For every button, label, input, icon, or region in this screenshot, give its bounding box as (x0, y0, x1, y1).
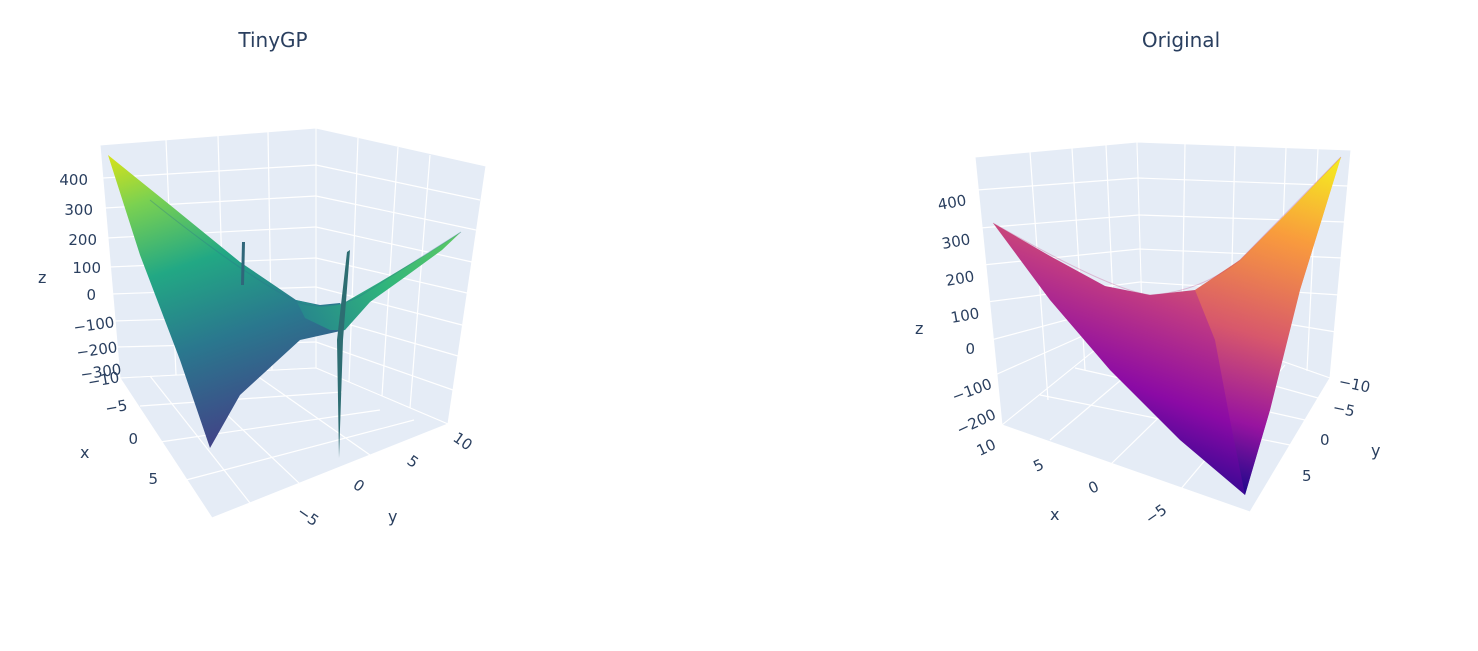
original-z-tick-0: 0 (965, 340, 975, 358)
tinygp-y-tick-10: 10 (450, 429, 476, 455)
original-surface-right (1195, 157, 1341, 495)
original-y-tick-m10: −10 (1337, 372, 1372, 396)
tinygp-z-ticks: 400 300 200 100 0 −100 −200 −300 (59, 171, 122, 384)
original-z-axis-title: z (915, 319, 923, 338)
tinygp-y-tick-m5: −5 (294, 503, 322, 530)
original-z-tick-200: 200 (944, 267, 975, 290)
tinygp-z-tick-300: 300 (64, 201, 93, 219)
tinygp-x-tick-0: 0 (128, 430, 138, 448)
original-surface-valley-line (992, 156, 1342, 296)
tinygp-z-tick-400: 400 (59, 171, 88, 189)
original-y-tick-m5: −5 (1331, 398, 1356, 420)
original-y-axis-title: y (1371, 441, 1380, 460)
original-y-tick-5: 5 (1302, 467, 1312, 485)
scene-original[interactable]: 400 300 200 100 0 −100 −200 z 10 5 0 −5 … (915, 141, 1380, 528)
tinygp-surface-main (108, 155, 345, 448)
tinygp-z-tick-m100: −100 (72, 313, 115, 337)
original-title: Original (1142, 28, 1220, 52)
original-x-tick-5: 5 (1030, 455, 1046, 475)
tinygp-y-tick-0: 0 (350, 476, 368, 496)
original-x-tick-m5: −5 (1142, 501, 1170, 528)
original-z-tick-m100: −100 (949, 375, 994, 406)
tinygp-title: TinyGP (237, 28, 307, 52)
original-z-tick-300: 300 (940, 230, 971, 253)
tinygp-z-tick-200: 200 (68, 231, 97, 249)
tinygp-z-tick-100: 100 (72, 259, 101, 277)
original-z-tick-100: 100 (949, 304, 980, 327)
tinygp-x-axis-title: x (80, 443, 89, 462)
tinygp-x-tick-5: 5 (148, 470, 158, 488)
tinygp-x-tick-m10: −10 (86, 368, 120, 391)
tinygp-x-tick-m5: −5 (104, 396, 129, 418)
original-x-axis-title: x (1050, 505, 1059, 524)
tinygp-z-tick-m300: −300 (79, 360, 122, 384)
tinygp-surface-right (296, 232, 461, 330)
tinygp-x-ticks: −10 −5 0 5 (86, 368, 158, 488)
tinygp-spike-small (241, 242, 245, 285)
tinygp-y-tick-5: 5 (404, 452, 422, 472)
tinygp-z-axis-title: z (38, 268, 46, 287)
tinygp-y-axis-title: y (388, 507, 397, 526)
scene-tinygp[interactable]: 400 300 200 100 0 −100 −200 −300 z −10 −… (38, 127, 487, 530)
original-x-tick-10: 10 (974, 435, 999, 459)
original-z-tick-m200: −200 (954, 405, 999, 439)
original-x-tick-0: 0 (1085, 477, 1101, 497)
original-z-tick-400: 400 (936, 191, 967, 214)
tinygp-z-tick-0: 0 (86, 286, 96, 304)
tinygp-z-tick-m200: −200 (75, 338, 118, 362)
tinygp-spike-vertical (337, 250, 350, 458)
original-y-tick-0: 0 (1320, 431, 1330, 449)
